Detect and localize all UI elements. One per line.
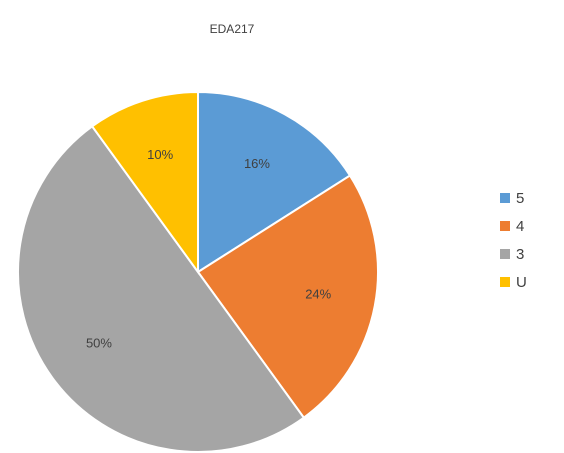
chart-title: EDA217 — [210, 22, 255, 36]
legend-swatch — [500, 249, 510, 259]
data-label: 24% — [305, 286, 331, 301]
legend-text: U — [516, 274, 527, 291]
pie-slice — [197, 90, 352, 274]
data-label: 16% — [244, 156, 270, 171]
data-label: 50% — [86, 335, 112, 350]
pie-slice — [196, 174, 379, 420]
legend-swatch — [500, 277, 510, 287]
pie-slice — [90, 90, 199, 276]
legend-text: 4 — [516, 218, 524, 235]
pie-slice — [17, 124, 306, 453]
data-label: 10% — [147, 147, 173, 162]
legend-text: 5 — [516, 190, 524, 207]
legend-swatch — [500, 221, 510, 231]
legend-text: 3 — [516, 246, 524, 263]
legend-swatch — [500, 193, 510, 203]
